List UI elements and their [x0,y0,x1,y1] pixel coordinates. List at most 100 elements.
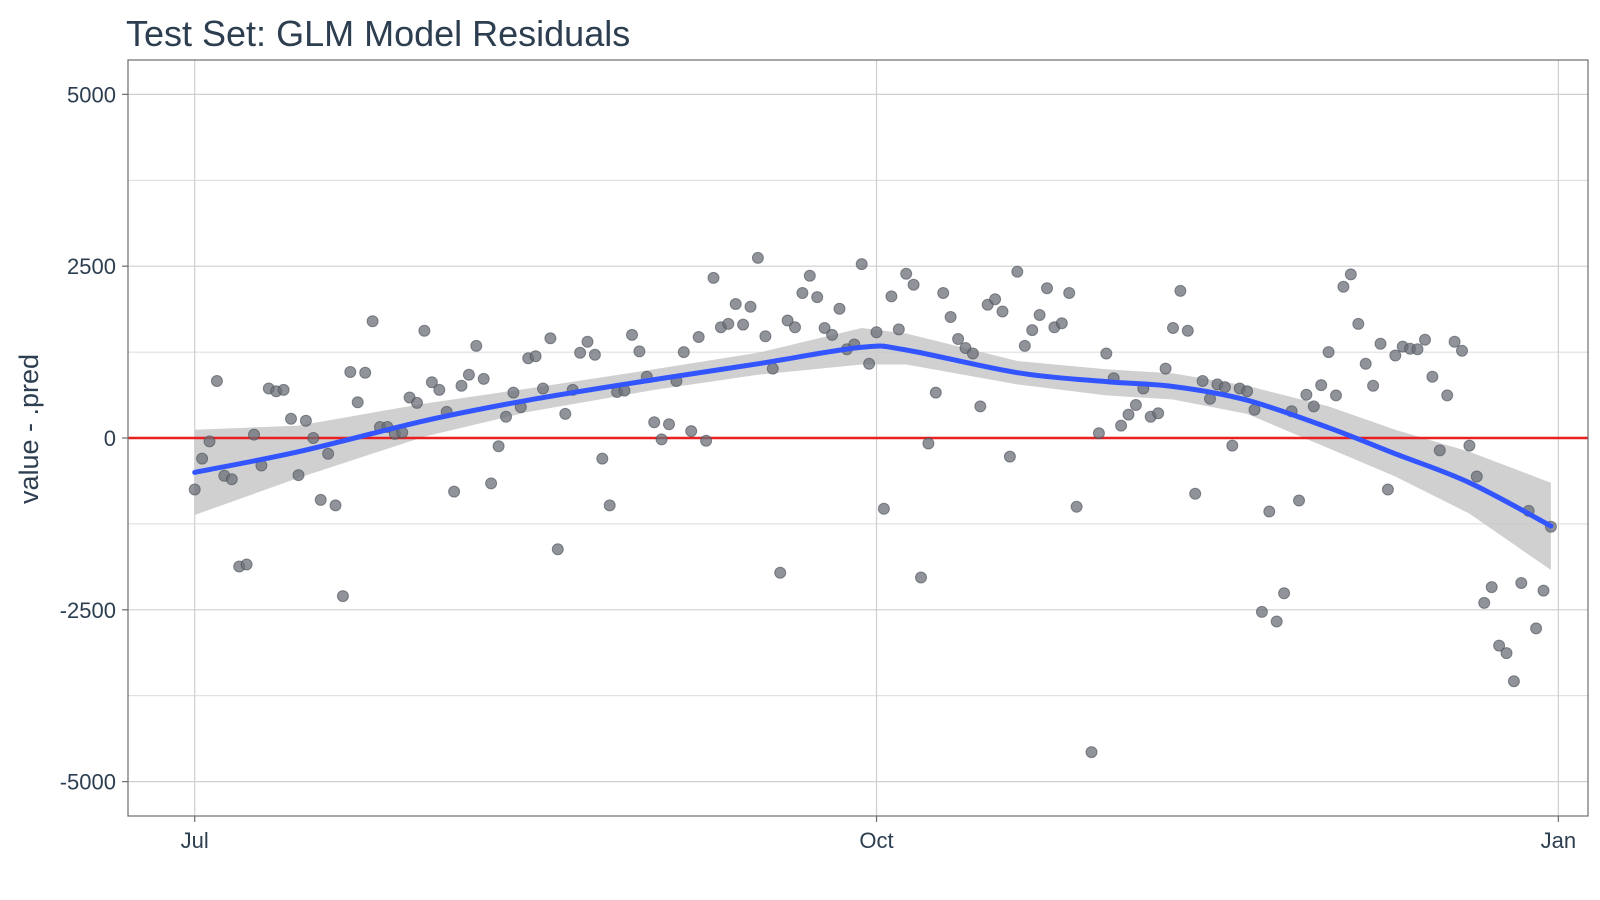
residual-point [225,473,238,486]
residual-point [336,590,349,603]
y-tick-label: -2500 [60,598,116,623]
residual-point [833,302,846,315]
residual-point [1300,388,1313,401]
y-tick-label: 5000 [67,82,116,107]
residual-point [485,477,498,490]
residual-point [863,357,876,370]
residual-point [455,379,468,392]
residual-point [1092,427,1105,440]
residual-point [974,400,987,413]
residual-point [996,305,1009,318]
x-tick-label: Oct [859,828,893,853]
residual-point [1307,400,1320,413]
residual-point [596,452,609,465]
residual-point [366,315,379,328]
residual-point [677,346,690,359]
x-tick-label: Jul [181,828,209,853]
residual-point [692,331,705,343]
x-tick-label: Jan [1541,828,1576,853]
residual-point [1433,444,1446,457]
residual-point [210,375,223,387]
residual-point [1470,470,1483,483]
residual-point [803,269,816,282]
y-axis-ticks: 5000 2500 0 -2500 -5000 [60,82,128,795]
residual-point [1041,282,1053,295]
residual-point [551,543,564,556]
residual-point [1018,339,1031,352]
residual-point [766,362,779,375]
residual-point [1218,381,1231,394]
residual-point [633,345,646,358]
residual-point [492,440,505,453]
residual-point [603,499,616,512]
residual-point [922,437,935,450]
residual-point [1152,407,1165,420]
residual-point [344,366,357,378]
residual-point [196,452,209,465]
residual-point [1278,587,1291,600]
chart-title: Test Set: GLM Model Residuals [126,13,630,54]
residual-point [1322,346,1335,359]
residual-point [944,311,957,323]
residual-point [507,386,520,399]
residual-point [292,469,305,482]
residual-point [1122,408,1135,421]
residual-point [1003,450,1016,463]
residual-point [729,298,742,310]
residual-point [240,558,253,571]
residual-point [544,332,557,345]
residual-point [322,447,335,460]
residual-point [1100,347,1113,360]
residual-point [892,323,905,336]
residual-point [588,348,601,361]
residual-point [1063,287,1076,299]
confidence-band-area [194,328,1551,570]
residual-point [737,318,750,331]
residual-point [722,317,735,330]
residual-point [529,350,542,363]
residual-point [700,434,713,447]
residual-point [915,571,927,584]
x-axis-ticks: Jul Oct Jan [181,816,1576,853]
residual-point [885,290,898,303]
residual-point [707,271,720,284]
residual-point [1537,584,1550,597]
residual-point [1033,309,1046,321]
residual-point [470,339,483,352]
residual-point [1315,379,1328,392]
residual-point [818,322,831,334]
residual-point [663,418,675,431]
residual-point [1374,337,1387,350]
residual-point [500,410,512,423]
residual-point [648,416,661,429]
residual-point [425,376,438,389]
residual-point [907,278,920,291]
confidence-band [194,328,1551,570]
residual-points [188,251,1557,759]
residual-point [1270,615,1283,628]
residual-point [774,566,787,579]
residual-point [1389,349,1402,362]
residual-point [966,347,979,360]
residual-point [1115,419,1128,432]
residual-point [1485,581,1498,594]
residual-point [1359,357,1372,370]
residual-point [626,328,638,341]
residual-point [989,293,1002,306]
residual-point [411,396,423,409]
residual-point [285,412,297,425]
residual-point [789,321,801,334]
residual-point [877,502,890,515]
residual-point [1263,505,1276,518]
y-tick-label: 2500 [67,254,116,279]
y-axis-label: value - .pred [14,354,44,504]
residual-point [1159,362,1172,375]
residual-point [1026,324,1039,337]
residual-point [1456,344,1468,357]
residual-point [1493,639,1506,652]
residual-point [307,432,320,444]
residual-point [351,396,364,409]
residual-point [581,335,594,348]
residual-point [1448,335,1461,348]
residual-point [1478,596,1491,609]
